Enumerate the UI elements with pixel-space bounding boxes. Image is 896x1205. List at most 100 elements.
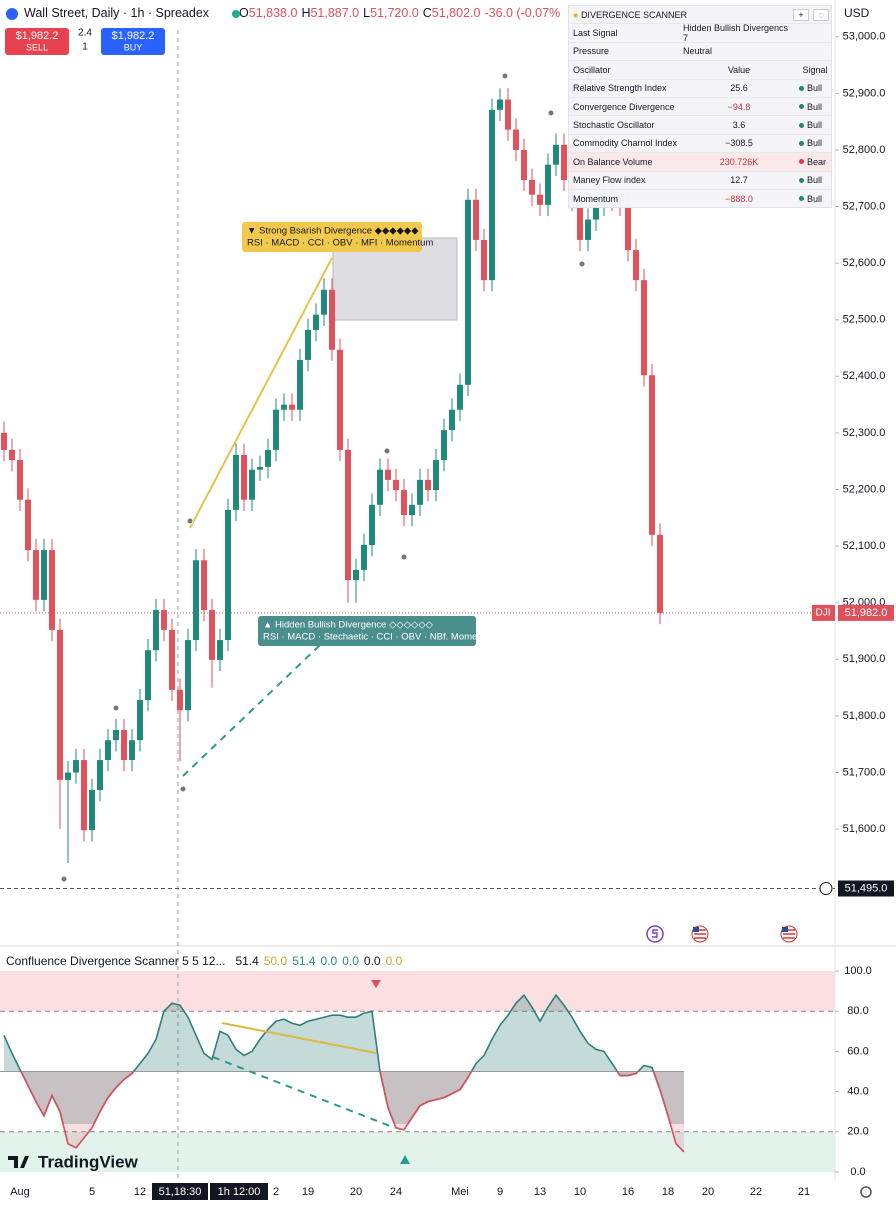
y-tick-label: 52,900.0 [843,87,886,99]
candle-body [545,164,551,205]
candle-body [537,194,543,205]
candle-body [505,99,511,130]
ohlc-key: O [239,6,249,20]
quantity: 1 [82,42,88,53]
candle-body [241,455,247,500]
signal-cell: Bull [795,83,831,93]
candle-body [161,610,167,630]
annotation-title: ▼ Strong Bsarish Divergence ◆◆◆◆◆◆ [247,226,419,237]
row: Pressure Neutral [569,41,831,60]
candle-body [273,409,279,450]
x-tick-label: 16 [622,1186,634,1198]
y-tick-label: 51,800.0 [843,710,886,722]
ohlc-key: C [423,6,432,20]
sell-label: SELL [26,42,48,52]
signal-cell: Bull [795,120,831,130]
low-label: 51,495.0 [845,882,888,894]
candle-body [97,760,103,791]
x-tick-label: 20 [350,1186,362,1198]
flag-canton [693,927,699,932]
candle-body [25,499,31,551]
candle-body [177,689,183,711]
bull-marker [400,1155,410,1164]
candle-body [137,700,143,741]
annotation-box [242,222,422,252]
candle-body [217,640,223,660]
candle-body [577,199,583,240]
candle-body [385,469,391,480]
oscillator-value: −888.0 [725,193,753,204]
bullish-line [182,644,321,777]
oscillator-value: −94.8 [727,101,751,112]
y-tick-label: 60.0 [847,1045,868,1057]
candle-body [193,560,199,641]
sell-button[interactable] [5,28,69,55]
x-tick-label: 19 [302,1186,314,1198]
currency: USD [844,6,870,20]
x-tick-label: 10 [574,1186,586,1198]
symbol-label: DJI [816,608,831,619]
oscillator-name: Relative Strength Index [573,83,667,94]
x-tick-label: 21 [798,1186,810,1198]
candle-body [625,204,631,251]
refresh-button[interactable]: ◌ [813,8,829,21]
oscillator-name: Momentum [573,193,619,204]
header-bg [0,0,566,28]
y-tick-label: 52,200.0 [843,483,886,495]
pivot-dot [400,553,408,561]
candle-body [169,629,175,690]
scanner-buttons: + ◌ [793,8,831,21]
signal-cell: Bull [795,102,831,112]
candle-body [33,550,39,600]
candle-body [593,204,599,220]
sell-price: $1,982.2 [16,30,59,42]
candle-body [257,466,263,470]
pivot-dot [547,109,555,117]
candle-body [185,640,191,711]
bear-marker [371,980,381,988]
pivot-dot [112,704,120,712]
y-tick-label: 20.0 [847,1126,868,1138]
y-tick-label: 51,700.0 [843,766,886,778]
x-tick-label: 13 [534,1186,546,1198]
low-tag [838,880,894,897]
event-icon [646,925,664,943]
area-above [4,995,684,1124]
symbol-tag [812,604,835,621]
candle-body [353,569,359,581]
signal-cell: Bull [795,138,831,148]
candle-body [81,760,87,831]
y-tick-label: 80.0 [847,1005,868,1017]
candle-body [145,650,151,701]
x-tick-label: 2 [273,1186,279,1198]
candle-body [521,149,527,180]
row: Relative Strength Index 25.6 Bull [569,78,831,97]
y-tick-label: 52,800.0 [843,144,886,156]
candle-body [633,250,639,281]
signal-cell: Bear [795,157,831,167]
ohlc-key: L [363,6,370,20]
ohlc-value: 51,838.0 [249,6,298,20]
clock-icon [819,882,833,896]
add-button[interactable]: + [793,8,809,21]
candle-body [281,404,287,410]
row: Stochastic Oscillator 3.6 Bull [569,115,831,133]
pivot-dot [186,517,194,525]
candle-body [1,432,7,450]
signal-dot [799,159,804,165]
candle-body [49,550,55,630]
pivot-dot [501,72,509,80]
candle-body [401,490,407,515]
candle-body [153,610,159,651]
buy-button[interactable] [101,28,165,55]
candle-body [481,239,487,281]
oscillator-value: 3.6 [732,120,746,131]
row: Maney Flow index 12.7 Bull [569,170,831,189]
oscillator-name: Stochastic Oscillator [573,120,655,131]
price-tag [838,604,894,621]
candle-body [129,740,135,761]
osc-bear-line [221,1022,377,1054]
row: On Balance Volume 230.726K Bear [569,152,831,171]
candle-body [393,479,399,491]
candle-body [225,509,231,641]
